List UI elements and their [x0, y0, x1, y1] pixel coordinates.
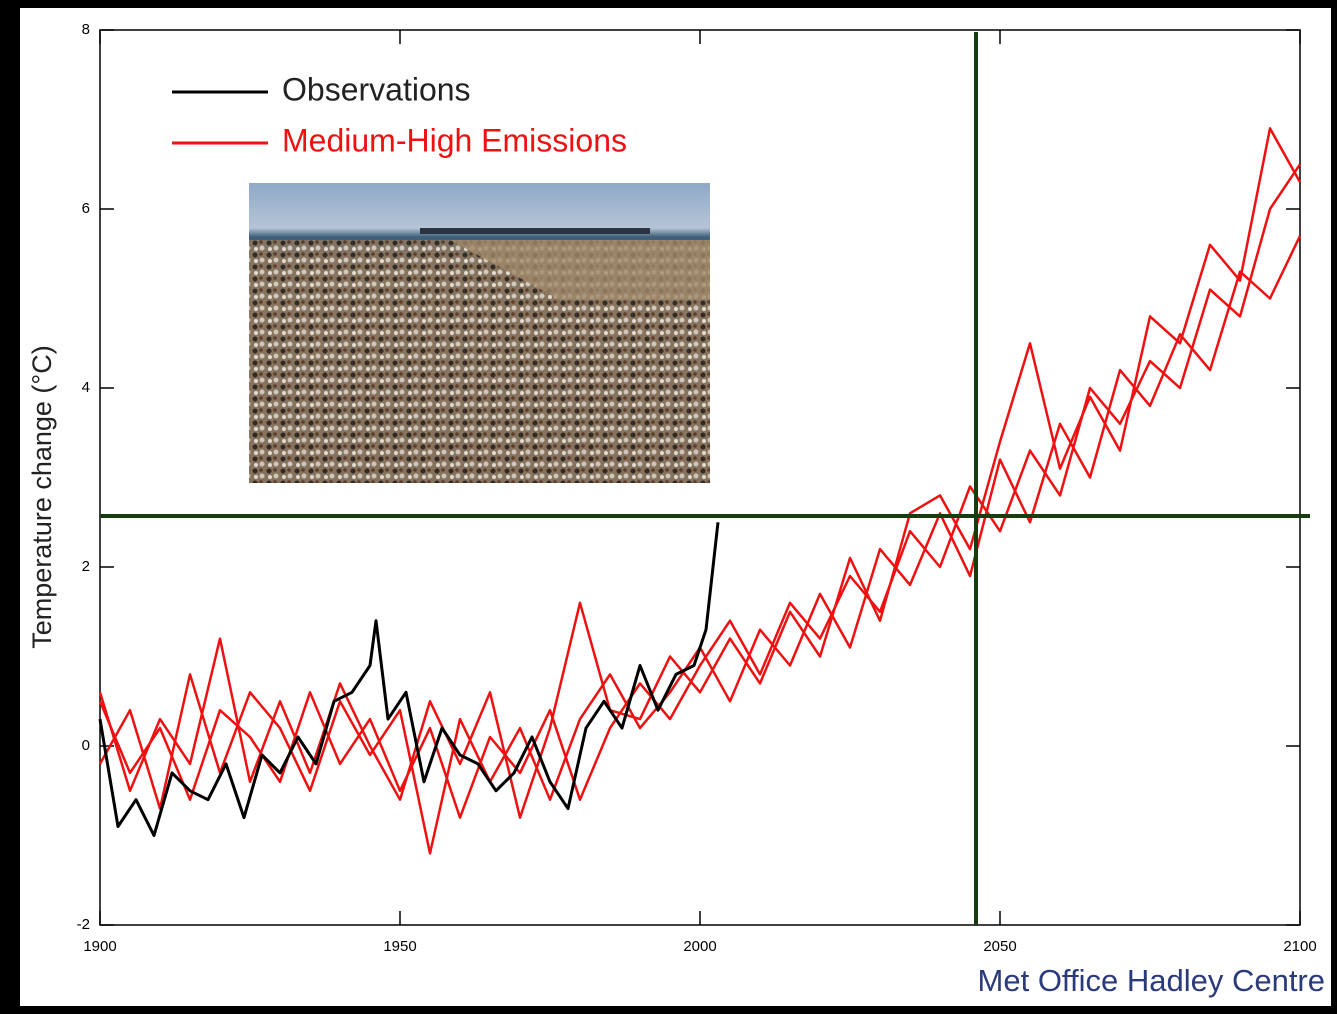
y-tick-label: -2 [77, 916, 90, 933]
data-line [98, 522, 720, 837]
data-line [98, 127, 1302, 819]
y-tick-label: 8 [82, 21, 90, 38]
y-tick-label: 6 [82, 200, 90, 217]
legend-label: Observations [282, 71, 471, 107]
x-tick-label: 2050 [983, 938, 1016, 955]
source-label: Met Office Hadley Centre [978, 963, 1325, 998]
y-axis-title: Temperature change (°C) [27, 345, 57, 648]
data-line [98, 163, 1302, 819]
x-tick-label: 1950 [383, 938, 416, 955]
y-tick-label: 2 [82, 558, 90, 575]
y-tick-label: 4 [82, 379, 90, 396]
photo [249, 183, 710, 483]
x-tick-label: 2100 [1283, 938, 1316, 955]
x-tick-label: 1900 [83, 938, 116, 955]
x-tick-label: 2000 [683, 938, 716, 955]
y-tick-label: 0 [82, 737, 90, 754]
legend-label: Medium-High Emissions [282, 122, 627, 158]
background [20, 8, 1331, 1006]
